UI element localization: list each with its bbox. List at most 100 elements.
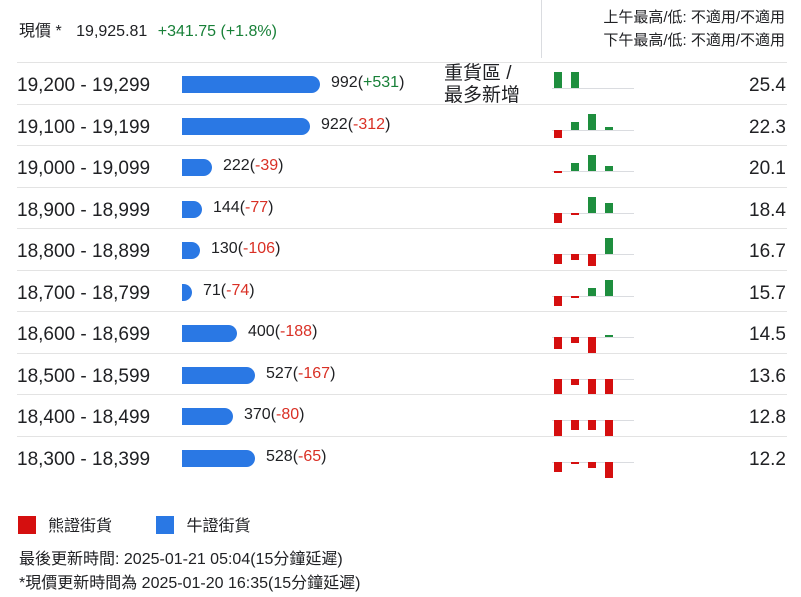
mini-bar-decrease [571, 254, 579, 260]
bull-volume-bar [182, 242, 200, 259]
volume-delta: -39 [255, 157, 279, 174]
mini-bar-decrease [571, 420, 579, 430]
price-range: 18,400 - 18,499 [17, 407, 151, 428]
volume-value: 992 [331, 74, 358, 91]
price-range: 19,000 - 19,099 [17, 158, 151, 179]
mini-chart-baseline [552, 295, 634, 297]
table-row: 18,900 - 18,999 144(-77) 18.4 [17, 186, 787, 229]
mini-bar-decrease [588, 337, 596, 353]
mini-bar-increase [605, 335, 613, 337]
am-high-low: 上午最高/低: 不適用/不適用 [603, 9, 785, 26]
ratio-value: 14.5 [749, 324, 786, 345]
table-row: 18,600 - 18,699 400(-188) 14.5 [17, 311, 787, 353]
mini-bar-decrease [571, 378, 579, 385]
header: 現價 * 19,925.81 +341.75 (+1.8%) 上午最高/低: 不… [0, 0, 801, 62]
price-range: 18,600 - 18,699 [17, 324, 151, 345]
price-range: 18,800 - 18,899 [17, 241, 151, 262]
heavy-zone-note: 重貨區 / 最多新增 [444, 63, 520, 107]
price-range: 18,500 - 18,599 [17, 365, 151, 387]
bull-volume-bar [182, 200, 202, 218]
last-updated: 最後更新時間: 2025-01-21 05:04(15分鐘延遲) [19, 551, 343, 568]
volume-delta: -106 [243, 240, 276, 257]
volume-delta: -77 [245, 198, 269, 216]
mini-bar-increase [605, 202, 613, 213]
mini-chart-baseline [552, 88, 634, 89]
change-mini-chart [552, 229, 634, 270]
volume-count: 992(+531) [331, 74, 405, 91]
change-mini-chart [552, 354, 634, 395]
legend-bear-label: 熊證街貨 [48, 518, 113, 535]
change-mini-chart [552, 146, 634, 187]
price-range: 19,200 - 19,299 [17, 75, 151, 96]
mini-bar-decrease [554, 461, 562, 472]
mini-bar-decrease [554, 129, 562, 138]
mini-bar-increase [571, 121, 579, 130]
legend: 熊證街貨 牛證街貨 [18, 512, 250, 536]
price-updated-note: *現價更新時間為 2025-01-20 16:35(15分鐘延遲) [19, 575, 361, 592]
mini-bar-decrease [605, 420, 613, 436]
mini-bar-decrease [588, 378, 596, 395]
mini-bar-decrease [554, 337, 562, 349]
volume-value: 922 [321, 115, 348, 133]
heavy-zone-note-line1: 重貨區 / [444, 63, 512, 84]
volume-value: 71 [203, 281, 221, 299]
table-row: 18,500 - 18,599 527(-167) 13.6 [17, 352, 787, 395]
volume-value: 144 [213, 198, 240, 216]
volume-count: 527(-167) [266, 364, 336, 382]
volume-value: 222 [223, 157, 250, 174]
mini-bar-decrease [605, 378, 613, 395]
mini-bar-decrease [571, 337, 579, 343]
change-mini-chart [552, 63, 634, 104]
mini-bar-decrease [571, 212, 579, 215]
heavy-zone-note-line2: 最多新增 [444, 85, 521, 106]
mini-bar-increase [588, 155, 596, 171]
table-row: 19,100 - 19,199 922(-312) 22.3 [17, 103, 787, 146]
mini-chart-baseline [552, 129, 634, 131]
mini-bar-increase [605, 126, 613, 130]
distribution-table: 19,200 - 19,299 992(+531) 25.4 19,100 - 19,… [17, 62, 787, 478]
header-divider [541, 0, 542, 58]
mini-bar-increase [554, 72, 562, 88]
price-range: 18,700 - 18,799 [17, 282, 151, 304]
bull-volume-bar [182, 408, 233, 425]
table-row: 18,800 - 18,899 130(-106) 16.7 [17, 228, 787, 270]
mini-bar-decrease [554, 254, 562, 264]
bear-swatch [18, 516, 36, 534]
table-row: 19,200 - 19,299 992(+531) 25.4 [17, 62, 787, 104]
current-price-line: 現價 * 19,925.81 +341.75 (+1.8%) [19, 17, 277, 41]
volume-count: 922(-312) [321, 115, 391, 133]
price-change: +341.75 (+1.8%) [157, 23, 277, 40]
volume-count: 222(-39) [223, 157, 284, 174]
mini-bar-increase [571, 72, 579, 88]
change-mini-chart [552, 105, 634, 146]
mini-bar-decrease [554, 171, 562, 173]
mini-bar-decrease [571, 295, 579, 298]
volume-delta: -80 [276, 406, 300, 423]
ratio-value: 18.4 [749, 199, 786, 221]
volume-delta: -74 [226, 281, 250, 299]
ratio-value: 12.2 [749, 448, 786, 470]
bull-volume-bar [182, 283, 192, 301]
table-row: 18,400 - 18,499 370(-80) 12.8 [17, 394, 787, 436]
ratio-value: 16.7 [749, 241, 786, 262]
mini-bar-increase [571, 163, 579, 171]
ratio-value: 15.7 [749, 282, 786, 304]
ratio-value: 22.3 [749, 116, 786, 138]
change-mini-chart [552, 395, 634, 436]
price-label: 現價 * [19, 23, 62, 40]
volume-delta: -312 [353, 115, 386, 133]
volume-delta: +531 [363, 74, 400, 91]
volume-value: 400 [248, 323, 275, 340]
volume-count: 528(-65) [266, 447, 327, 465]
bull-volume-bar [182, 159, 212, 176]
mini-bar-decrease [588, 461, 596, 468]
mini-bar-increase [605, 166, 613, 171]
pm-high-low: 下午最高/低: 不適用/不適用 [603, 32, 785, 49]
table-row: 18,700 - 18,799 71(-74) 15.7 [17, 269, 787, 312]
change-mini-chart [552, 188, 634, 229]
table-row: 18,300 - 18,399 528(-65) 12.2 [17, 435, 787, 478]
mini-bar-decrease [554, 420, 562, 436]
mini-bar-decrease [554, 378, 562, 395]
volume-count: 144(-77) [213, 198, 274, 216]
mini-bar-increase [605, 238, 613, 254]
